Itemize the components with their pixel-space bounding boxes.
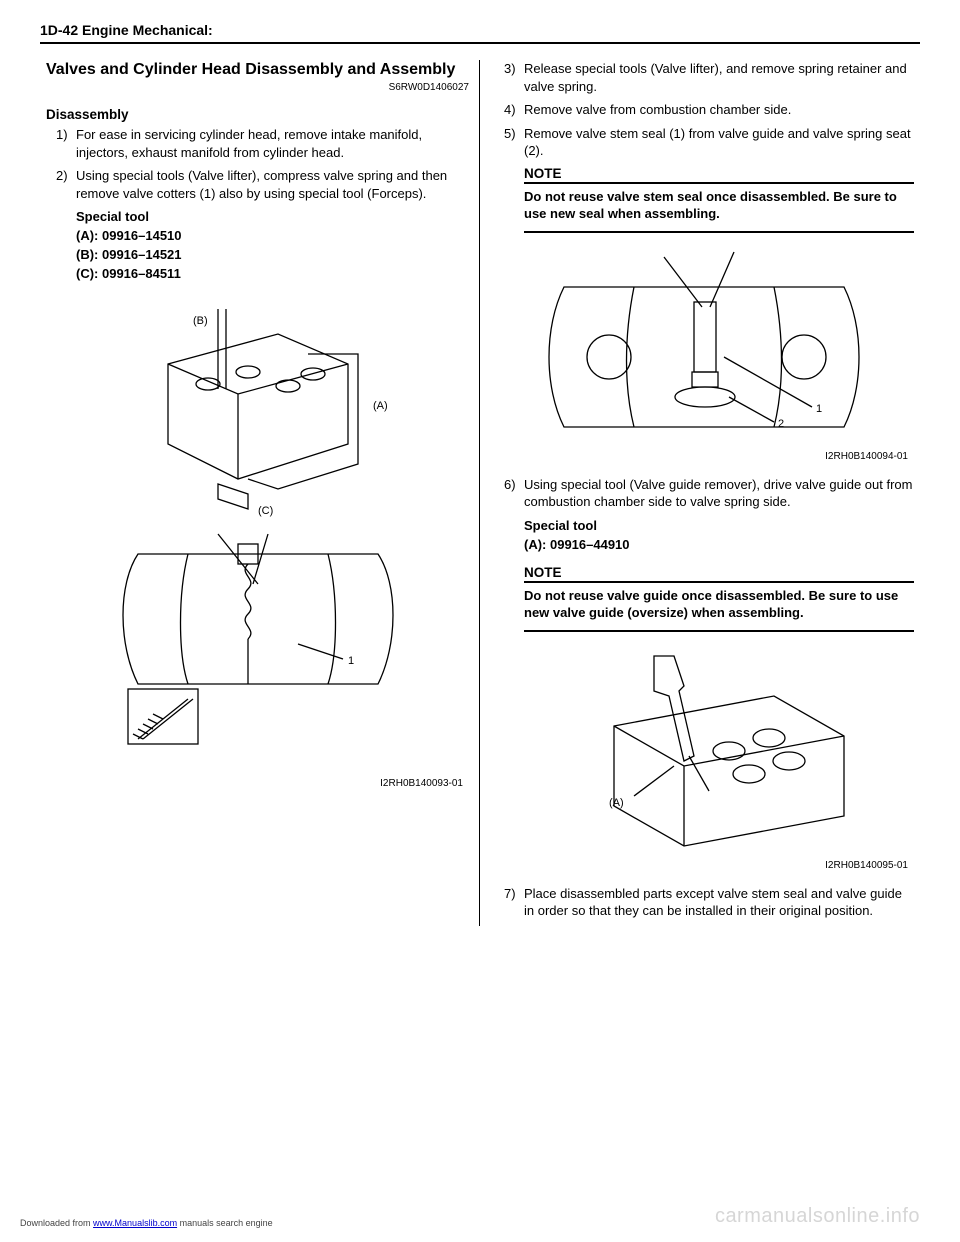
right-column: 3) Release special tools (Valve lifter),…	[480, 60, 920, 926]
svg-text:(B): (B)	[193, 315, 208, 327]
step-body: Release special tools (Valve lifter), an…	[524, 60, 914, 95]
figure-code: I2RH0B140095-01	[494, 860, 908, 871]
tool-a: (A): 09916–14510	[76, 227, 469, 246]
special-tool-block-2: Special tool (A): 09916–44910	[494, 517, 914, 555]
step-body: Remove valve from combustion chamber sid…	[524, 101, 914, 119]
valve-guide-remover-diagram-icon: (A)	[534, 646, 874, 856]
watermark: carmanualsonline.info	[715, 1205, 920, 1228]
footer-prefix: Downloaded from	[20, 1218, 93, 1228]
step-body: Using special tools (Valve lifter), comp…	[76, 167, 469, 202]
figure-right-2: (A)	[494, 646, 914, 856]
note-body: Do not reuse valve stem seal once disass…	[524, 184, 914, 233]
tool-label: Special tool	[76, 208, 469, 227]
note-block-2: NOTE Do not reuse valve guide once disas…	[494, 565, 914, 632]
step-num: 6)	[504, 476, 524, 511]
note-body: Do not reuse valve guide once disassembl…	[524, 583, 914, 632]
page-header-text: 1D-42 Engine Mechanical:	[40, 22, 213, 38]
left-column: Valves and Cylinder Head Disassembly and…	[40, 60, 480, 926]
step-num: 7)	[504, 885, 524, 920]
doc-code: S6RW0D1406027	[46, 82, 469, 93]
svg-text:1: 1	[348, 655, 354, 667]
svg-text:(A): (A)	[609, 797, 624, 809]
step-4: 4) Remove valve from combustion chamber …	[504, 101, 914, 119]
step-num: 3)	[504, 60, 524, 95]
svg-text:(C): (C)	[258, 505, 273, 517]
step-3: 3) Release special tools (Valve lifter),…	[504, 60, 914, 95]
disassembly-heading: Disassembly	[46, 107, 469, 122]
svg-text:(A): (A)	[373, 400, 388, 412]
step-num: 2)	[56, 167, 76, 202]
figure-code: I2RH0B140094-01	[494, 451, 908, 462]
content-columns: Valves and Cylinder Head Disassembly and…	[40, 60, 920, 926]
step-body: For ease in servicing cylinder head, rem…	[76, 126, 469, 161]
section-title: Valves and Cylinder Head Disassembly and…	[46, 60, 469, 80]
note-block-1: NOTE Do not reuse valve stem seal once d…	[494, 166, 914, 233]
step-5: 5) Remove valve stem seal (1) from valve…	[504, 125, 914, 160]
step-num: 1)	[56, 126, 76, 161]
svg-text:2: 2	[778, 418, 784, 430]
steps-left: 1) For ease in servicing cylinder head, …	[46, 126, 469, 202]
page-header: 1D-42 Engine Mechanical:	[40, 22, 920, 44]
special-tool-block: Special tool (A): 09916–14510 (B): 09916…	[46, 208, 469, 283]
tool-c: (C): 09916–84511	[76, 265, 469, 284]
step-num: 5)	[504, 125, 524, 160]
steps-right-c: 7) Place disassembled parts except valve…	[494, 885, 914, 920]
step-6: 6) Using special tool (Valve guide remov…	[504, 476, 914, 511]
step-num: 4)	[504, 101, 524, 119]
step-body: Using special tool (Valve guide remover)…	[524, 476, 914, 511]
note-header: NOTE	[524, 565, 914, 583]
step-7: 7) Place disassembled parts except valve…	[504, 885, 914, 920]
step-body: Remove valve stem seal (1) from valve gu…	[524, 125, 914, 160]
valve-stem-seal-diagram-icon: 1 2	[534, 247, 874, 447]
tool-label: Special tool	[524, 517, 914, 536]
figure-right-1: 1 2	[494, 247, 914, 447]
steps-right-b: 6) Using special tool (Valve guide remov…	[494, 476, 914, 511]
steps-right-a: 3) Release special tools (Valve lifter),…	[494, 60, 914, 160]
valve-lifter-diagram-icon: (B) (A) (C) 1	[98, 294, 418, 774]
step-2: 2) Using special tools (Valve lifter), c…	[56, 167, 469, 202]
footer-link[interactable]: www.Manualslib.com	[93, 1218, 177, 1228]
footer-suffix: manuals search engine	[177, 1218, 273, 1228]
svg-text:1: 1	[816, 403, 822, 415]
figure-left: (B) (A) (C) 1	[46, 294, 469, 774]
step-1: 1) For ease in servicing cylinder head, …	[56, 126, 469, 161]
tool-b: (B): 09916–14521	[76, 246, 469, 265]
step-body: Place disassembled parts except valve st…	[524, 885, 914, 920]
tool-a: (A): 09916–44910	[524, 536, 914, 555]
footer: Downloaded from www.Manualslib.com manua…	[20, 1218, 273, 1228]
note-header: NOTE	[524, 166, 914, 184]
figure-code: I2RH0B140093-01	[46, 778, 463, 789]
